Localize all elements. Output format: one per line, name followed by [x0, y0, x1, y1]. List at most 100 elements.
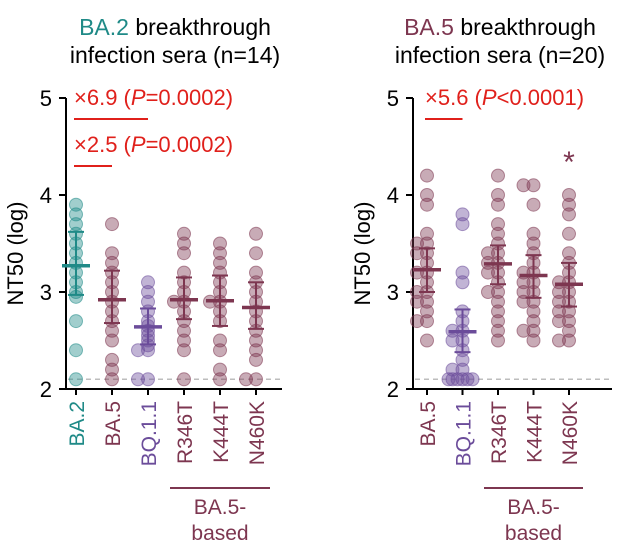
- fold-change-label: ×5.6 (P<0.0001): [425, 85, 584, 110]
- fold-change-label-part: ×5.6 (: [425, 85, 483, 110]
- data-point: [562, 188, 576, 202]
- x-tick-label: BQ.1.1: [138, 401, 161, 466]
- chart-title-line2-part: infection sera (n=20): [395, 42, 605, 68]
- data-point: [562, 314, 576, 329]
- y-tick-label: 5: [387, 86, 399, 111]
- group-label-line2: based: [505, 522, 562, 545]
- data-point: [249, 343, 263, 358]
- data-point: [526, 333, 541, 348]
- data-point: [455, 372, 470, 387]
- data-point: [516, 323, 531, 338]
- data-point: [105, 333, 119, 348]
- data-point: [455, 265, 470, 280]
- data-point: [526, 178, 541, 193]
- fold-change-label-part: P: [131, 132, 146, 157]
- fold-change-label-part: =0.0002): [146, 85, 233, 110]
- fold-change-label-part: ×2.5 (: [74, 132, 132, 157]
- data-point: [177, 343, 191, 358]
- chart-title-part: breakthrough: [454, 14, 596, 40]
- y-tick-label-part: 3: [40, 280, 52, 305]
- data-point: [410, 246, 424, 261]
- data-point: [526, 226, 541, 241]
- data-point: [455, 275, 470, 290]
- chart-title-part: breakthrough: [129, 14, 271, 40]
- data-point: [420, 304, 434, 319]
- data-point: [177, 372, 191, 387]
- data-point: [455, 352, 470, 367]
- data-point: [491, 188, 505, 202]
- data-point: [481, 246, 495, 261]
- data-point: [491, 323, 505, 338]
- data-point: [562, 226, 576, 241]
- y-tick-label: 2: [387, 377, 399, 402]
- x-tick-label-part: K444T: [210, 401, 233, 463]
- data-point: [213, 372, 227, 387]
- x-tick-label: K444T: [210, 401, 233, 463]
- chart-title: BA.5 breakthrough: [404, 14, 596, 40]
- data-point: [213, 343, 227, 358]
- data-point: [491, 304, 505, 319]
- data-point: [420, 294, 434, 309]
- x-tick-label-part: N460K: [246, 401, 269, 465]
- data-point: [69, 217, 83, 232]
- group-label-line2: based: [191, 522, 248, 545]
- data-point: [526, 236, 541, 251]
- data-point: [105, 217, 119, 232]
- x-tick-label: K444T: [524, 401, 547, 463]
- data-point: [69, 343, 83, 358]
- group-label-line2-part: based: [505, 522, 562, 545]
- data-point: [249, 372, 263, 387]
- data-point: [491, 226, 505, 241]
- data-point: [249, 246, 263, 261]
- y-tick-label: 5: [40, 86, 52, 111]
- x-tick-label-part: BQ.1.1: [138, 401, 161, 466]
- data-point: [410, 314, 424, 329]
- y-axis-label-part: NT50 (log): [3, 202, 28, 306]
- data-point: [177, 246, 191, 261]
- data-point: [526, 323, 541, 338]
- data-point: [455, 217, 470, 232]
- data-point: [141, 285, 155, 299]
- y-tick-label-part: 2: [387, 377, 399, 402]
- y-tick-label: 4: [40, 183, 52, 208]
- data-point: [249, 333, 263, 348]
- chart-title-line2: infection sera (n=20): [395, 42, 605, 68]
- data-point: [249, 226, 263, 241]
- y-tick-label-part: 2: [40, 377, 52, 402]
- data-point: [249, 352, 263, 367]
- group-label-part: BA.5-: [507, 496, 560, 519]
- fold-change-label: ×6.9 (P=0.0002): [74, 85, 233, 110]
- data-point: [455, 207, 470, 222]
- data-point: [410, 236, 424, 251]
- x-tick-label-part: K444T: [524, 401, 547, 463]
- data-point: [562, 197, 576, 212]
- fold-change-label-part: =0.0002): [146, 132, 233, 157]
- data-point: [420, 188, 434, 202]
- data-point: [491, 217, 505, 232]
- x-tick-label: R346T: [488, 401, 511, 464]
- data-point: [441, 372, 456, 387]
- data-point: [552, 304, 566, 319]
- y-tick-label-part: 4: [387, 183, 399, 208]
- significance-star-part: *: [563, 146, 575, 179]
- significance-star: *: [563, 146, 575, 179]
- data-point: [562, 207, 576, 222]
- group-label-part: BA.5-: [194, 496, 247, 519]
- x-tick-label-part: R346T: [488, 401, 511, 464]
- y-tick-label: 2: [40, 377, 52, 402]
- data-point: [105, 246, 119, 261]
- data-point: [460, 372, 475, 387]
- data-point: [177, 226, 191, 241]
- data-point: [239, 372, 253, 387]
- data-point: [213, 362, 227, 377]
- y-tick-label-part: 5: [387, 86, 399, 111]
- data-point: [69, 314, 83, 329]
- x-tick-label-part: R346T: [174, 401, 197, 464]
- group-label-line2-part: based: [191, 522, 248, 545]
- data-point: [552, 333, 566, 348]
- data-point: [526, 314, 541, 329]
- x-tick-label-part: BA.5: [417, 401, 440, 447]
